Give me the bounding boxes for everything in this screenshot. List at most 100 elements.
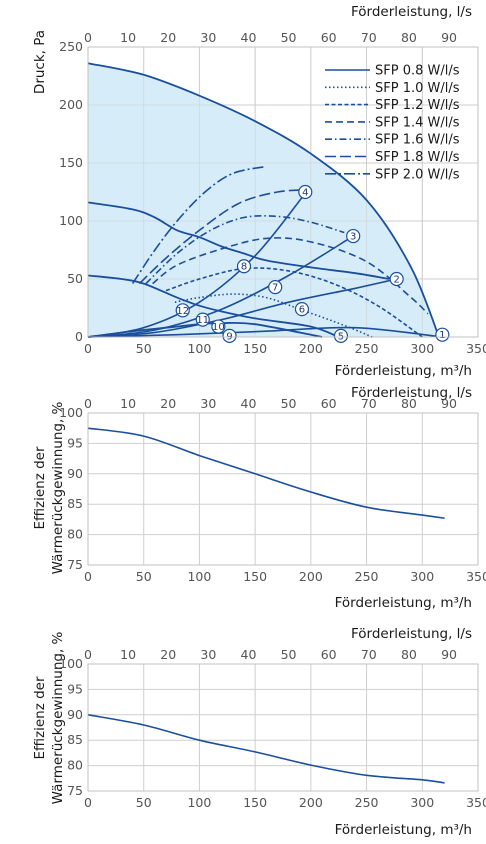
legend-label: SFP 0.8 W/l/s — [375, 64, 460, 79]
chart2-x2-label: Förderleistung, l/s — [351, 385, 472, 401]
chart3-x-tick-label: 0 — [84, 795, 92, 810]
chart3-y-tick-label: 100 — [59, 656, 83, 671]
chart2-y-label-line-2: Wärmerückgewinnung, % — [50, 401, 66, 574]
chart3-y-tick-label: 95 — [67, 681, 83, 696]
sfp-curve-4 — [145, 214, 345, 285]
chart1-x2-tick-label: 30 — [200, 30, 216, 45]
chart2-x-tick-label: 0 — [84, 569, 92, 584]
chart1-x2-tick-label: 70 — [361, 30, 377, 45]
chart3-x2-tick-label: 20 — [160, 647, 176, 662]
operating-point-label: 11 — [196, 315, 209, 326]
chart1-y-tick-label: 200 — [59, 97, 83, 112]
chart1-y-label: Druck, Pa — [32, 30, 48, 94]
chart3-y-tick-label: 85 — [67, 732, 83, 747]
operating-point-marker — [268, 280, 283, 295]
operating-point-marker — [298, 184, 313, 200]
chart2-y-tick-label: 100 — [59, 405, 83, 420]
chart3-y-label-line-2: Wärmerückgewinnung, % — [50, 631, 66, 804]
chart3-y-tick-label: 80 — [67, 758, 83, 773]
chart1-legend: SFP 0.8 W/l/s SFP 1.0 W/l/s SFP 1.2 W/l/s S… — [325, 64, 460, 182]
chart1-x2-tick-label: 60 — [321, 30, 337, 45]
chart2-x2-tick-label: 90 — [441, 396, 457, 411]
legend-label: SFP 2.0 W/l/s — [375, 167, 460, 182]
chart1-x2-tick-label: 20 — [160, 30, 176, 45]
chart1-x-tick-label: 200 — [299, 341, 323, 356]
legend-label: SFP 1.0 W/l/s — [375, 81, 460, 96]
chart3-x2-tick-label: 0 — [84, 647, 92, 662]
chart1-x-tick-label: 350 — [466, 341, 486, 356]
chart2-x-tick-label: 50 — [136, 569, 152, 584]
chart2-x2-tick-label: 10 — [120, 396, 136, 411]
operating-point-label: 4 — [302, 188, 308, 199]
operating-point-marker — [333, 328, 349, 343]
operating-point-label: 2 — [393, 275, 399, 286]
chart3-x2-tick-label: 90 — [441, 647, 457, 662]
chart2-x2-tick-label: 60 — [321, 396, 337, 411]
sfp-curve-6 — [131, 165, 267, 285]
sfp-curve-5 — [138, 188, 311, 285]
chart1-y-tick-label: 100 — [59, 213, 83, 228]
chart2-frame — [87, 412, 479, 566]
chart3-x-tick-label: 300 — [410, 795, 434, 810]
efficiency-chart-1: Förderleistung, l/s Effizienz der Wärmer… — [32, 385, 486, 611]
chart1-x-tick-label: 150 — [243, 341, 267, 356]
efficiency-chart-2: Förderleistung, l/s Effizienz der Wärmer… — [32, 626, 486, 838]
chart1-x2-tick-label: 80 — [401, 30, 417, 45]
chart2-x-label: Förderleistung, m³/h — [335, 595, 472, 611]
chart3-x2-tick-label: 80 — [401, 647, 417, 662]
chart3-frame — [87, 663, 479, 792]
pressure-chart: Förderleistung, l/s Druck, Pa Förderleis… — [32, 4, 486, 379]
chart3-x2-label: Förderleistung, l/s — [351, 626, 472, 642]
operating-point-marker — [435, 327, 450, 342]
chart3-efficiency-line — [87, 714, 445, 784]
chart3-x2-tick-label: 30 — [200, 647, 216, 662]
chart3-x2-tick-label: 50 — [281, 647, 297, 662]
chart1-y-tick-label: 50 — [67, 271, 83, 286]
chart1-x2-label: Förderleistung, l/s — [351, 4, 472, 20]
chart1-x-tick-label: 50 — [136, 341, 152, 356]
operating-point-label: 6 — [299, 305, 305, 316]
chart2-x2-tick-label: 80 — [401, 396, 417, 411]
chart2-y-tick-label: 95 — [67, 435, 83, 450]
chart3-x2-tick-label: 70 — [361, 647, 377, 662]
chart2-x2-tick-label: 20 — [160, 396, 176, 411]
chart1-x-tick-label: 250 — [355, 341, 379, 356]
chart2-y-tick-label: 75 — [67, 557, 83, 572]
chart1-y-tick-label: 0 — [75, 329, 83, 344]
chart3-x-tick-label: 100 — [187, 795, 211, 810]
chart3-x2-tick-label: 10 — [120, 647, 136, 662]
chart1-x2-tick-label: 10 — [120, 30, 136, 45]
chart2-x2-tick-label: 30 — [200, 396, 216, 411]
chart3-x-label: Förderleistung, m³/h — [335, 822, 472, 838]
operating-point-label: 3 — [350, 232, 356, 243]
chart3-x-tick-label: 200 — [299, 795, 323, 810]
chart1-y-tick-label: 250 — [59, 39, 83, 54]
operating-point-marker — [236, 259, 252, 274]
chart2-y-tick-label: 90 — [67, 466, 83, 481]
sfp-curve-3 — [152, 237, 429, 315]
chart2-efficiency-line — [87, 427, 445, 519]
chart2-x-tick-label: 300 — [410, 569, 434, 584]
chart2-x-tick-label: 100 — [187, 569, 211, 584]
chart2-x2-tick-label: 70 — [361, 396, 377, 411]
chart1-x2-tick-label: 40 — [241, 30, 257, 45]
chart3-x2-tick-label: 60 — [321, 647, 337, 662]
sfp-curve-2 — [165, 267, 423, 338]
system-curve-2 — [87, 278, 397, 338]
chart3-x2-tick-label: 40 — [241, 647, 257, 662]
fan-curve-1 — [87, 62, 440, 338]
chart3-y-tick-label: 75 — [67, 783, 83, 798]
chart2-x2-tick-label: 50 — [281, 396, 297, 411]
operating-point-label: 7 — [272, 283, 278, 294]
chart2-y-tick-label: 85 — [67, 496, 83, 511]
operating-point-label: 1 — [439, 330, 445, 341]
chart2-x-tick-label: 350 — [466, 569, 486, 584]
chart2-y-label-line-1: Effizienz der — [32, 446, 48, 530]
chart2-x-tick-label: 250 — [355, 569, 379, 584]
operating-region — [88, 63, 439, 337]
chart3-plot: 0 50 100 150 200 250 300 350 0 10 20 30 40 50 60 70 80 90… — [59, 647, 486, 810]
chart1-frame — [87, 46, 479, 338]
fan-curve-2 — [87, 201, 390, 280]
chart1-x-label: Förderleistung, m³/h — [335, 363, 472, 379]
